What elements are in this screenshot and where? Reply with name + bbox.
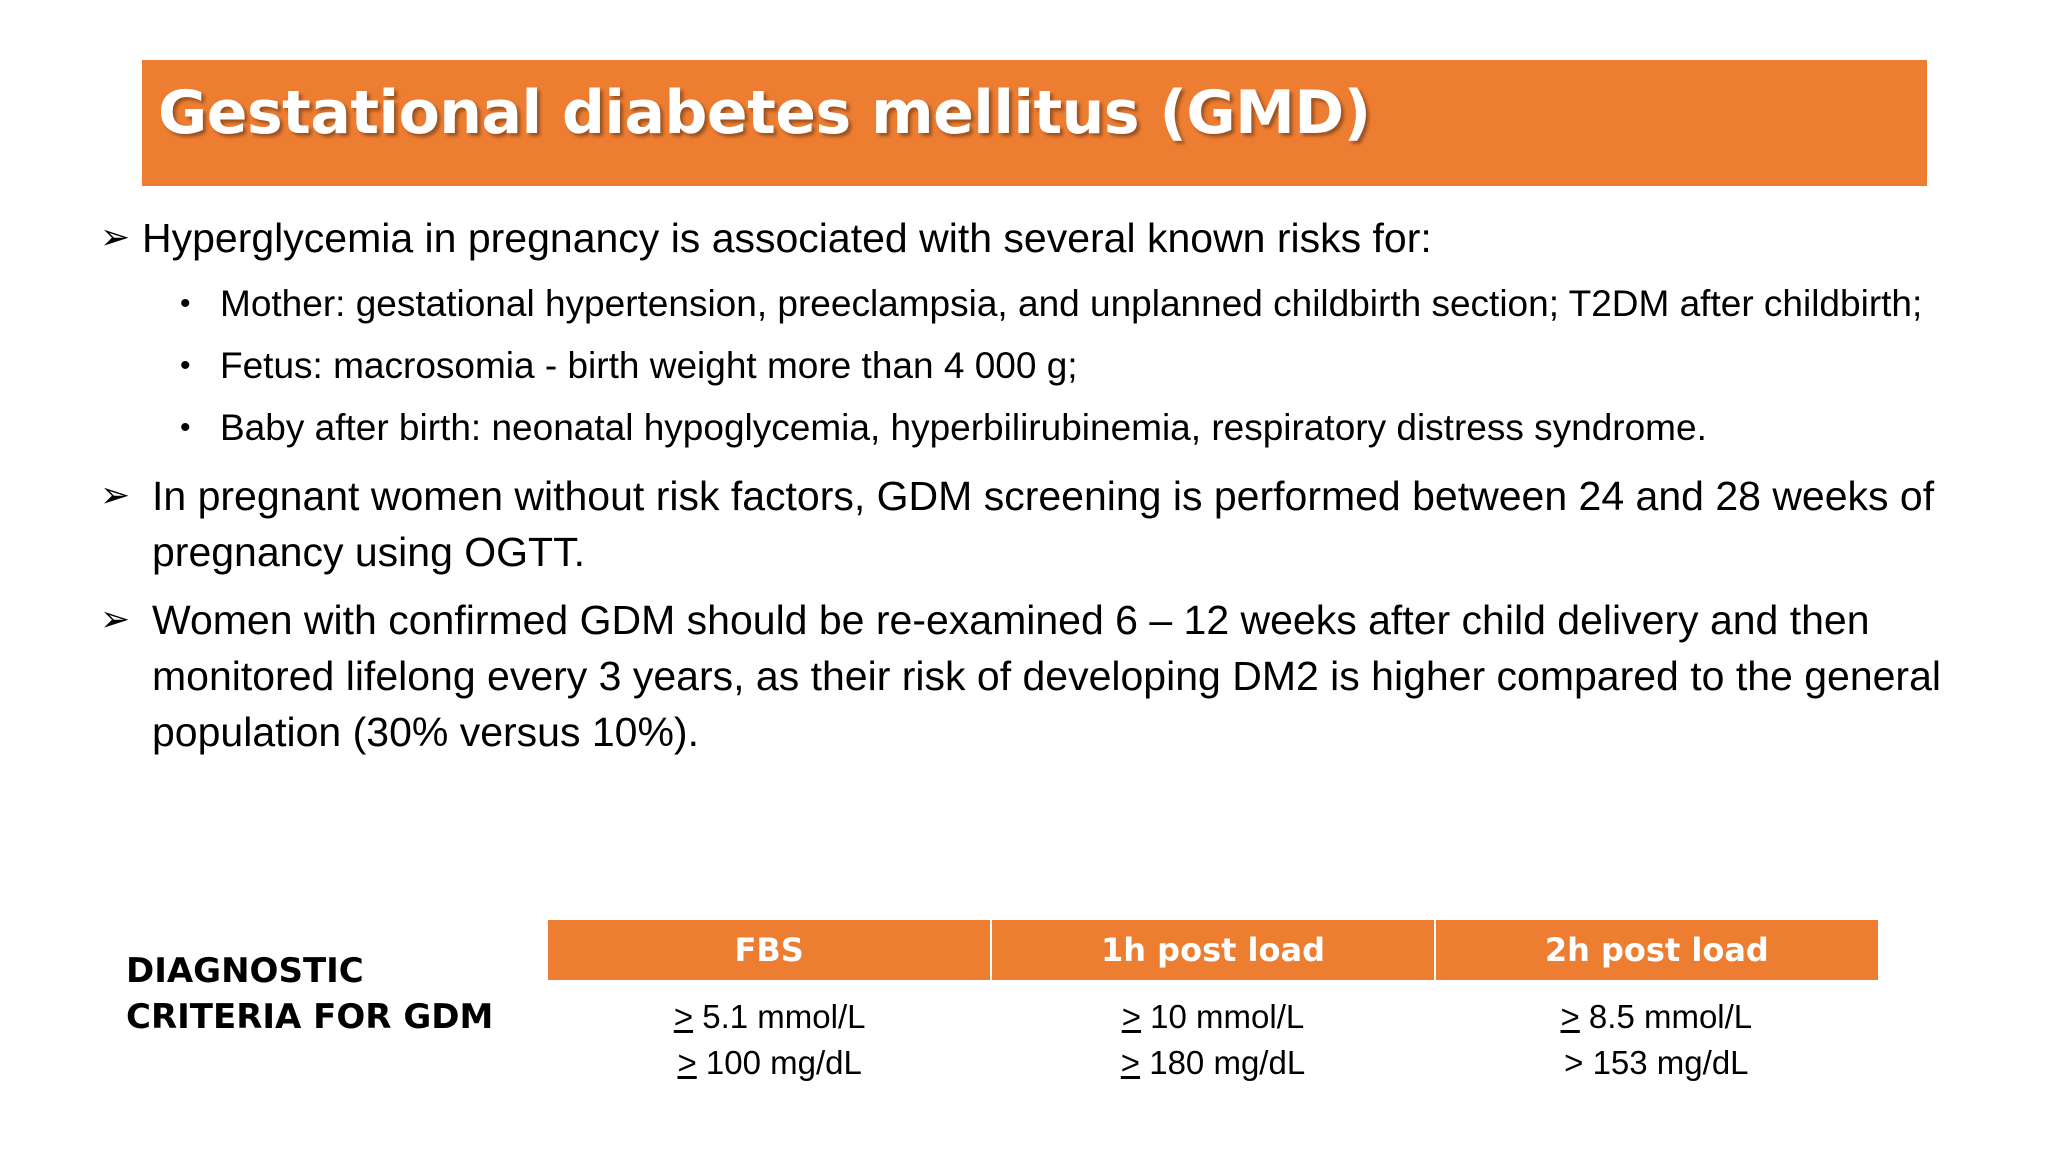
cell-value: 100 mg/dL bbox=[696, 1044, 862, 1081]
bullet-risks: ➢ Hyperglycemia in pregnancy is associat… bbox=[100, 210, 1980, 266]
cell-line: > 10 mmol/L bbox=[992, 994, 1433, 1040]
header-fbs: FBS bbox=[548, 920, 993, 980]
cell-value: 8.5 mmol/L bbox=[1579, 998, 1753, 1035]
gte-symbol: > bbox=[1120, 1044, 1141, 1081]
cell-value: 10 mmol/L bbox=[1141, 998, 1305, 1035]
cell-line: > 100 mg/dL bbox=[549, 1040, 990, 1086]
cell-1h: > 10 mmol/L > 180 mg/dL bbox=[991, 980, 1434, 1087]
list-item-baby: • Baby after birth: neonatal hypoglycemi… bbox=[180, 402, 1980, 454]
slide-content: ➢ Hyperglycemia in pregnancy is associat… bbox=[100, 210, 1980, 772]
gte-symbol: > bbox=[673, 998, 694, 1035]
cell-line: > 8.5 mmol/L bbox=[1436, 994, 1877, 1040]
cell-fbs: > 5.1 mmol/L > 100 mg/dL bbox=[548, 980, 991, 1087]
cell-line: > 180 mg/dL bbox=[992, 1040, 1433, 1086]
arrow-bullet-icon: ➢ bbox=[100, 599, 131, 640]
cell-value: 153 mg/dL bbox=[1583, 1044, 1749, 1081]
bullet-screening-text: In pregnant women without risk factors, … bbox=[152, 473, 1935, 575]
cell-value: 180 mg/dL bbox=[1140, 1044, 1306, 1081]
criteria-label-line1: DIAGNOSTIC bbox=[126, 951, 364, 991]
bullet-dot-icon: • bbox=[180, 349, 191, 382]
bullet-risks-text: Hyperglycemia in pregnancy is associated… bbox=[142, 215, 1432, 261]
bullet-dot-icon: • bbox=[180, 411, 191, 444]
header-1h: 1h post load bbox=[991, 920, 1436, 980]
arrow-bullet-icon: ➢ bbox=[100, 475, 131, 516]
cell-line: > 5.1 mmol/L bbox=[549, 994, 990, 1040]
table-header-row: FBS 1h post load 2h post load bbox=[548, 920, 1878, 980]
criteria-label: DIAGNOSTIC CRITERIA FOR GDM bbox=[126, 948, 526, 1040]
bullet-screening: ➢ In pregnant women without risk factors… bbox=[100, 468, 1980, 580]
cell-2h: > 8.5 mmol/L > 153 mg/dL bbox=[1435, 980, 1878, 1087]
list-item-fetus: • Fetus: macrosomia - birth weight more … bbox=[180, 340, 1980, 392]
page-title: Gestational diabetes mellitus (GMD) bbox=[158, 78, 1371, 148]
list-item-mother: • Mother: gestational hypertension, pree… bbox=[180, 278, 1980, 330]
bullet-dot-icon: • bbox=[180, 287, 191, 320]
title-bar: Gestational diabetes mellitus (GMD) bbox=[142, 60, 1927, 186]
bullet-followup-text: Women with confirmed GDM should be re-ex… bbox=[152, 597, 1941, 755]
table-row: > 5.1 mmol/L > 100 mg/dL > 10 mmol/L > 1… bbox=[548, 980, 1878, 1087]
header-2h: 2h post load bbox=[1434, 920, 1878, 980]
gt-symbol: > bbox=[1564, 1044, 1584, 1081]
criteria-table: FBS 1h post load 2h post load > 5.1 mmol… bbox=[548, 920, 1878, 1087]
list-item-text: Fetus: macrosomia - birth weight more th… bbox=[220, 345, 1078, 386]
gte-symbol: > bbox=[1560, 998, 1580, 1035]
gte-symbol: > bbox=[1121, 998, 1142, 1035]
arrow-bullet-icon: ➢ bbox=[100, 217, 131, 258]
gte-symbol: > bbox=[677, 1044, 697, 1081]
list-item-text: Baby after birth: neonatal hypoglycemia,… bbox=[220, 407, 1707, 448]
risks-list: • Mother: gestational hypertension, pree… bbox=[100, 278, 1980, 454]
cell-line: > 153 mg/dL bbox=[1436, 1040, 1877, 1086]
list-item-text: Mother: gestational hypertension, preecl… bbox=[220, 283, 1923, 324]
criteria-label-line2: CRITERIA FOR GDM bbox=[126, 997, 494, 1037]
cell-value: 5.1 mmol/L bbox=[693, 998, 866, 1035]
bullet-followup: ➢ Women with confirmed GDM should be re-… bbox=[100, 592, 1980, 760]
